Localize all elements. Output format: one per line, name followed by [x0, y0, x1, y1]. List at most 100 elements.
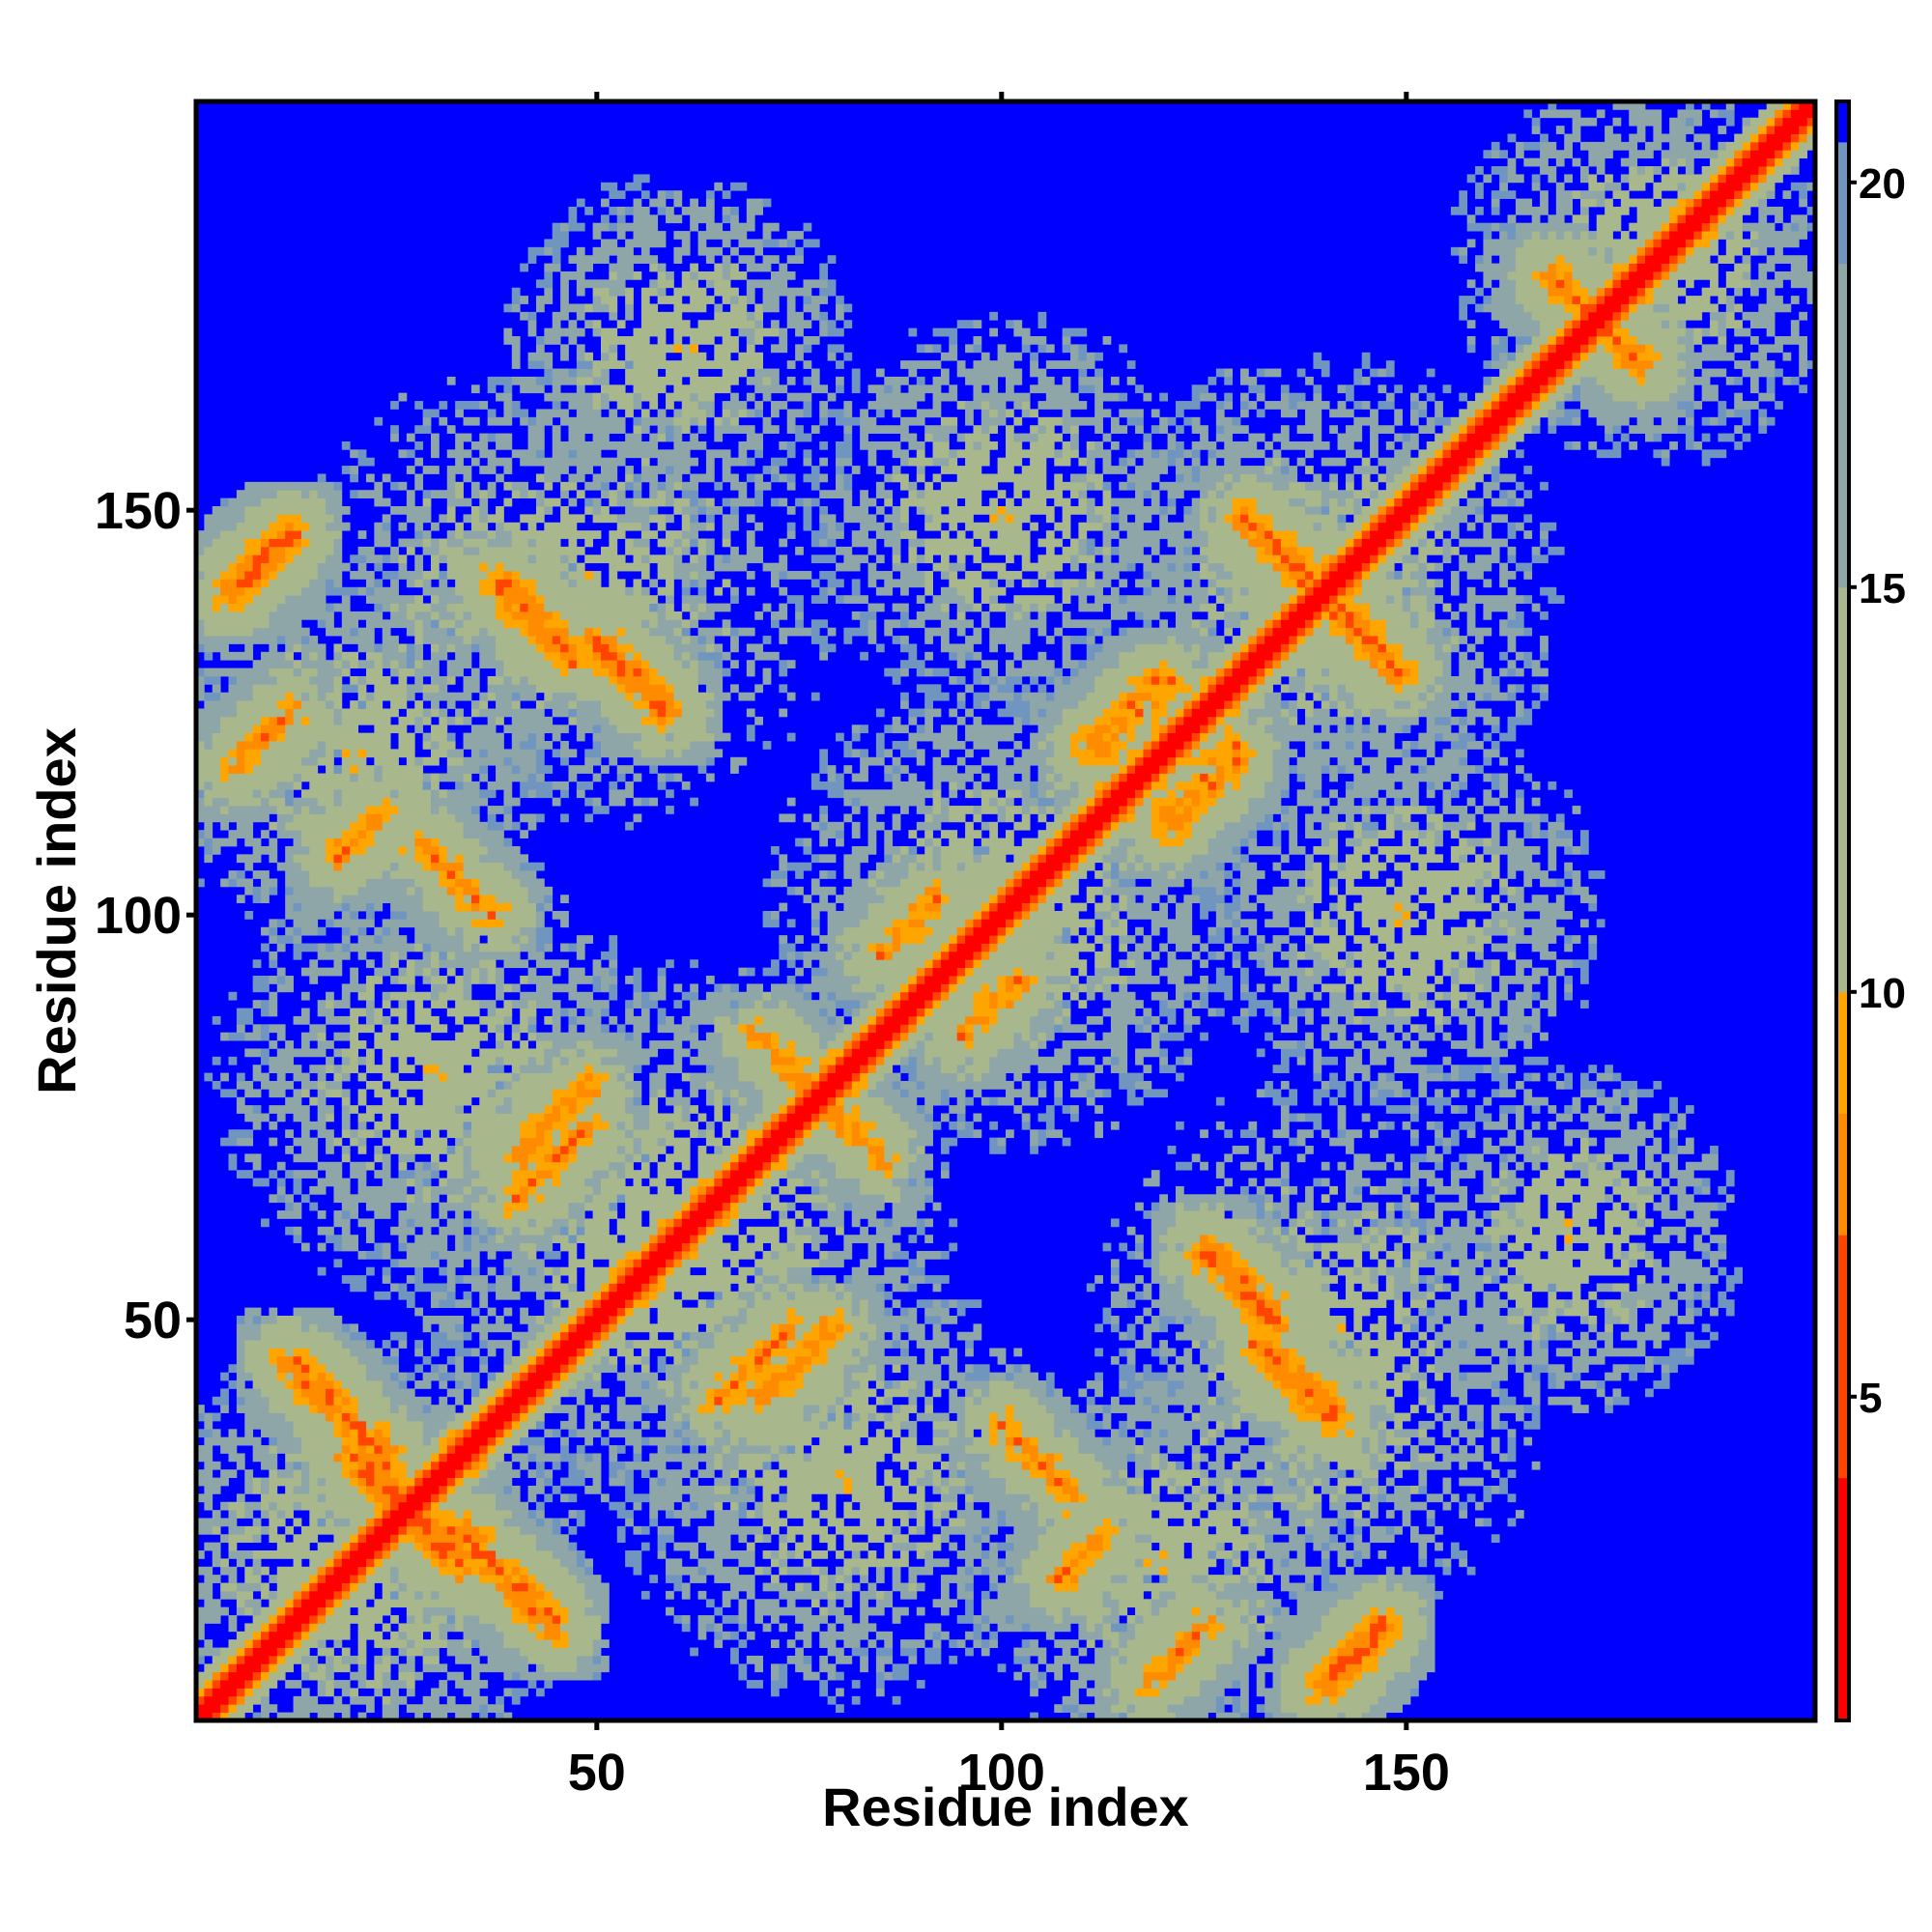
heatmap-cell	[204, 1566, 213, 1576]
heatmap-cell	[390, 554, 399, 564]
heatmap-cell	[470, 976, 480, 984]
heatmap-cell	[269, 619, 278, 629]
heatmap-cell	[212, 773, 221, 782]
heatmap-cell	[511, 1259, 521, 1268]
heatmap-cell	[196, 554, 205, 564]
heatmap-cell	[309, 675, 319, 685]
heatmap-cell	[479, 1566, 489, 1576]
heatmap-cell	[276, 813, 286, 823]
heatmap-cell	[503, 1412, 513, 1422]
heatmap-cell	[496, 716, 504, 725]
heatmap-cell	[439, 1405, 448, 1413]
heatmap-cell	[374, 1493, 384, 1503]
heatmap-cell	[390, 878, 399, 888]
heatmap-cell	[431, 1299, 440, 1309]
heatmap-cell	[293, 627, 302, 637]
heatmap-cell	[326, 854, 334, 864]
heatmap-cell	[503, 1429, 513, 1438]
heatmap-cell	[527, 514, 537, 524]
heatmap-cell	[244, 862, 254, 871]
heatmap-cell	[333, 708, 343, 718]
heatmap-cell	[244, 562, 254, 572]
heatmap-cell	[422, 1259, 432, 1268]
heatmap-cell	[527, 1606, 537, 1616]
heatmap-cell	[463, 732, 472, 742]
heatmap-cell	[455, 1129, 464, 1139]
heatmap-cell	[390, 1582, 399, 1592]
heatmap-cell	[293, 1226, 302, 1236]
heatmap-cell	[470, 1510, 480, 1519]
heatmap-cell	[414, 554, 424, 564]
heatmap-cell	[520, 1340, 528, 1349]
heatmap-cell	[300, 967, 310, 977]
heatmap-cell	[511, 571, 521, 580]
heatmap-cell	[374, 854, 384, 864]
heatmap-cell	[350, 1493, 358, 1503]
heatmap-cell	[244, 1599, 254, 1608]
heatmap-cell	[333, 773, 343, 782]
heatmap-cell	[414, 1048, 424, 1058]
heatmap-cell	[236, 1015, 245, 1025]
heatmap-cell	[357, 1518, 367, 1527]
heatmap-cell	[252, 1639, 262, 1648]
heatmap-cell	[406, 1615, 415, 1624]
heatmap-cell	[285, 1469, 294, 1478]
heatmap-cell	[326, 789, 334, 799]
heatmap-cell	[414, 1631, 424, 1640]
heatmap-cell	[455, 838, 464, 847]
heatmap-cell	[309, 651, 319, 661]
heatmap-cell	[446, 1525, 456, 1535]
heatmap-cell	[244, 1655, 254, 1664]
heatmap-cell	[446, 1161, 456, 1171]
heatmap-cell	[228, 1161, 238, 1171]
heatmap-cell	[511, 1695, 521, 1705]
heatmap-cell	[390, 1655, 399, 1664]
heatmap-cell	[244, 765, 254, 774]
heatmap-cell	[309, 902, 319, 912]
heatmap-cell	[269, 976, 278, 984]
heatmap-cell	[487, 1420, 497, 1430]
heatmap-cell	[326, 845, 334, 855]
heatmap-cell	[228, 1712, 238, 1721]
heatmap-cell	[398, 1396, 408, 1406]
heatmap-cell	[293, 1477, 302, 1487]
heatmap-cell	[317, 1316, 327, 1324]
heatmap-cell	[422, 1477, 432, 1487]
heatmap-cell	[374, 1405, 384, 1413]
heatmap-cell	[439, 1316, 448, 1324]
heatmap-cell	[309, 1501, 319, 1511]
heatmap-cell	[317, 870, 327, 879]
heatmap-cell	[365, 935, 375, 944]
heatmap-cell	[350, 1510, 358, 1519]
heatmap-cell	[406, 1453, 415, 1463]
heatmap-cell	[431, 1566, 440, 1576]
heatmap-cell	[422, 1542, 432, 1551]
heatmap-cell	[479, 692, 489, 701]
heatmap-cell	[300, 1542, 310, 1551]
heatmap-cell	[406, 1096, 415, 1106]
heatmap-cell	[535, 1639, 545, 1648]
heatmap-cell	[455, 1704, 464, 1714]
heatmap-cell	[252, 870, 262, 879]
heatmap-cell	[439, 1501, 448, 1511]
heatmap-cell	[479, 1558, 489, 1568]
heatmap-cell	[463, 1113, 472, 1122]
heatmap-cell	[269, 481, 278, 491]
heatmap-cell	[244, 1405, 254, 1413]
heatmap-cell	[350, 1420, 358, 1430]
heatmap-cell	[341, 1015, 351, 1025]
heatmap-cell	[487, 466, 497, 474]
heatmap-cell	[300, 886, 310, 895]
heatmap-cell	[326, 862, 334, 871]
heatmap-cell	[285, 732, 294, 742]
heatmap-cell	[487, 1429, 497, 1438]
heatmap-cell	[309, 1510, 319, 1519]
heatmap-cell	[350, 967, 358, 977]
heatmap-cell	[357, 1695, 367, 1705]
heatmap-cell	[496, 1121, 504, 1130]
heatmap-cell	[470, 1525, 480, 1535]
heatmap-cell	[357, 1024, 367, 1034]
heatmap-cell	[228, 749, 238, 758]
heatmap-cell	[382, 1412, 391, 1422]
heatmap-cell	[350, 806, 358, 814]
